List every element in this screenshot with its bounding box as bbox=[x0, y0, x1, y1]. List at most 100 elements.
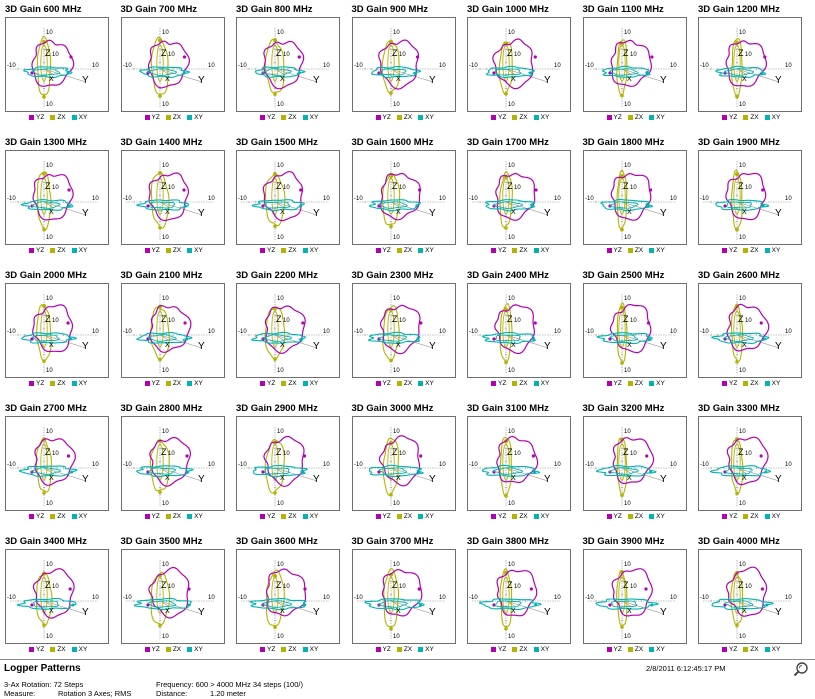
series-zx bbox=[264, 173, 286, 227]
tick-label-bottom: 10 bbox=[393, 368, 400, 374]
tick-label-top: 10 bbox=[46, 296, 53, 302]
series-zx-marker bbox=[157, 357, 162, 362]
series-xy-inner bbox=[495, 334, 521, 342]
legend-swatch bbox=[260, 114, 265, 120]
axis-label-y: Y bbox=[82, 607, 89, 618]
series-xy-inner bbox=[608, 201, 639, 209]
series-xy-inner bbox=[30, 467, 62, 475]
legend: YZ ZX XY bbox=[29, 646, 93, 656]
polar-plot: 10 10 -10 10 Z 10 Y X bbox=[582, 283, 687, 378]
series-yz-marker bbox=[417, 587, 421, 591]
axis-label-x: X bbox=[49, 608, 54, 615]
legend-item: ZX bbox=[627, 380, 643, 387]
tick-label-bottom: 10 bbox=[739, 634, 746, 640]
series-xy bbox=[251, 331, 307, 344]
legend-label: XY bbox=[425, 513, 434, 520]
series-zx-inner bbox=[155, 443, 164, 481]
legend-label: ZX bbox=[750, 380, 759, 387]
tick-label-top: 10 bbox=[739, 562, 746, 568]
series-xy-inner bbox=[494, 600, 522, 608]
legend-item: XY bbox=[418, 380, 434, 387]
legend-label: YZ bbox=[267, 646, 276, 653]
pattern-panel: 3D Gain 1600 MHz 10 10 -10 10 Z 10 Y X YZ ZX XY bbox=[347, 133, 462, 266]
polar-plot: 10 10 -10 10 Z 10 Y X bbox=[5, 150, 109, 245]
legend-label: YZ bbox=[36, 513, 45, 520]
polar-plot: 10 10 -10 10 Z 10 Y X bbox=[467, 150, 571, 245]
panel-title: 3D Gain 3700 MHz bbox=[351, 536, 434, 547]
tick-label-top: 10 bbox=[739, 30, 746, 36]
tick-label-z: 10 bbox=[52, 185, 59, 191]
axis-y-diagonal bbox=[274, 201, 318, 216]
series-yz bbox=[34, 438, 76, 486]
series-yz bbox=[725, 172, 767, 221]
tick-label-z: 10 bbox=[283, 52, 290, 58]
tick-label-left: -10 bbox=[123, 196, 132, 202]
legend-item: XY bbox=[649, 247, 665, 254]
tick-label-left: -10 bbox=[469, 462, 478, 468]
series-zx-marker bbox=[504, 91, 508, 96]
legend-swatch bbox=[302, 247, 308, 253]
axis-label-y: Y bbox=[544, 607, 551, 618]
legend-label: XY bbox=[540, 513, 550, 520]
axis-y-diagonal bbox=[159, 201, 202, 216]
series-xy bbox=[252, 464, 308, 478]
distance-info: Distance: 1.20 meter bbox=[156, 689, 306, 698]
series-xy-marker bbox=[763, 337, 767, 341]
legend-item: ZX bbox=[512, 247, 528, 254]
legend-swatch bbox=[281, 247, 287, 253]
axis-label-z: Z bbox=[623, 447, 629, 457]
tick-label-z: 10 bbox=[514, 451, 521, 457]
axis-y-diagonal bbox=[159, 68, 202, 83]
legend-swatch bbox=[491, 380, 496, 386]
panel-title: 3D Gain 700 MHz bbox=[120, 4, 198, 15]
tick-label-left: -10 bbox=[585, 462, 594, 468]
axis-y-diagonal bbox=[159, 467, 202, 482]
pattern-panel: 3D Gain 2200 MHz 10 10 -10 10 Z 10 Y X YZ ZX XY bbox=[231, 266, 346, 399]
series-zx-marker bbox=[619, 305, 624, 310]
tick-label-bottom: 10 bbox=[508, 102, 515, 108]
tick-label-left: -10 bbox=[354, 462, 363, 468]
series-yz-marker bbox=[492, 337, 496, 341]
legend-item: ZX bbox=[743, 513, 759, 520]
legend: YZ ZX XY bbox=[606, 646, 671, 656]
tick-label-z: 10 bbox=[168, 451, 175, 457]
pattern-panel: 3D Gain 1100 MHz 10 10 -10 10 Z 10 Y X YZ ZX XY bbox=[578, 0, 693, 133]
axis-label-y: Y bbox=[775, 208, 782, 219]
series-xy-inner bbox=[33, 600, 59, 608]
series-zx-marker bbox=[504, 626, 508, 631]
pattern-panel: 3D Gain 1400 MHz 10 10 -10 10 Z 10 Y X YZ ZX XY bbox=[116, 133, 231, 266]
panel-title: 3D Gain 3800 MHz bbox=[467, 536, 549, 547]
series-zx-marker bbox=[273, 491, 277, 495]
axis-x-diagonal bbox=[621, 201, 632, 209]
legend-item: YZ bbox=[144, 646, 160, 653]
legend: YZ ZX XY bbox=[375, 247, 440, 257]
legend-label: ZX bbox=[288, 114, 297, 121]
tick-label-bottom: 10 bbox=[393, 235, 400, 241]
axis-label-y: Y bbox=[775, 75, 782, 86]
tick-label-top: 10 bbox=[46, 562, 53, 568]
legend-swatch bbox=[418, 646, 424, 652]
legend-swatch bbox=[396, 646, 402, 652]
legend: YZ ZX XY bbox=[29, 247, 93, 257]
series-xy bbox=[599, 199, 653, 212]
legend-item: YZ bbox=[606, 513, 622, 520]
axis-label-z: Z bbox=[507, 48, 513, 58]
legend-item: YZ bbox=[29, 247, 44, 254]
legend-label: ZX bbox=[519, 114, 528, 121]
tick-label-right: 10 bbox=[670, 196, 677, 202]
zoom-magnifier-icon[interactable] bbox=[793, 661, 809, 677]
legend-item: YZ bbox=[375, 380, 391, 387]
axis-label-y: Y bbox=[429, 208, 436, 219]
legend-label: YZ bbox=[382, 247, 391, 254]
series-zx-inner bbox=[386, 310, 395, 348]
tick-label-right: 10 bbox=[92, 63, 99, 69]
legend-item: ZX bbox=[627, 114, 643, 121]
axis-x-diagonal bbox=[43, 467, 55, 475]
series-yz bbox=[725, 566, 768, 617]
series-zx-marker bbox=[619, 93, 624, 98]
axis-label-z: Z bbox=[392, 181, 398, 191]
legend: YZ ZX XY bbox=[491, 646, 555, 656]
series-xy bbox=[711, 332, 770, 344]
legend-swatch bbox=[743, 380, 749, 386]
legend-label: XY bbox=[425, 247, 434, 254]
